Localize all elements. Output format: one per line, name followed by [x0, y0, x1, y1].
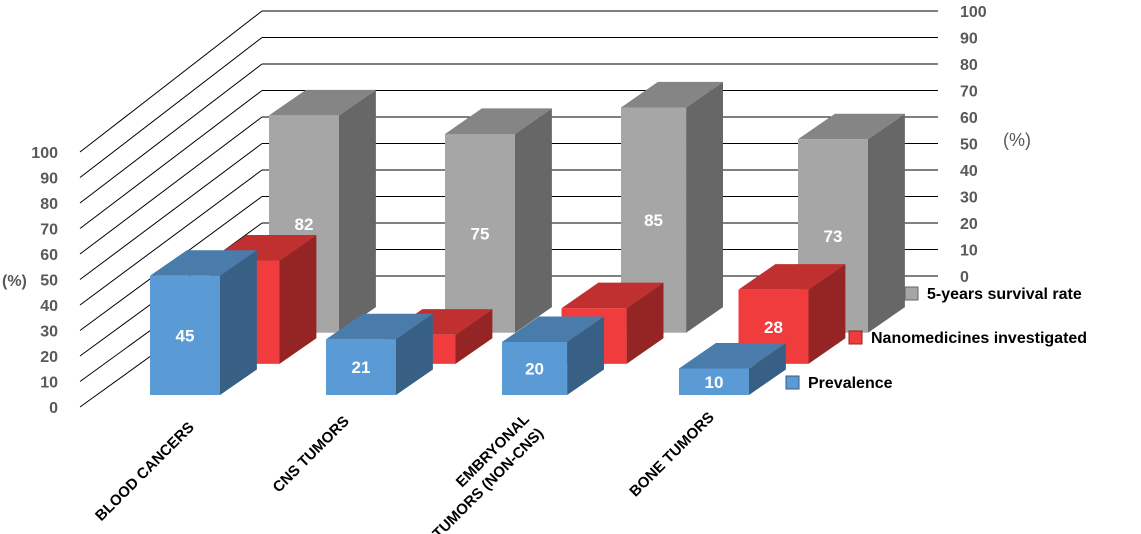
bar: 28: [738, 264, 846, 364]
side-gridline: [79, 169, 263, 306]
bar-side: [808, 264, 846, 364]
bar-value-label: 20: [525, 360, 544, 379]
right-tick-label: 40: [960, 163, 978, 180]
legend-swatch: [904, 286, 919, 301]
bar-top: [738, 264, 846, 290]
right-tick-label: 10: [960, 243, 978, 260]
right-tick-label: 50: [960, 137, 978, 154]
right-tick-label: 30: [960, 190, 978, 207]
legend-label: Nanomedicines investigated: [871, 330, 1087, 347]
category-label-line: CNS TUMORS: [270, 413, 353, 496]
bar-top: [150, 250, 257, 276]
left-tick-label: 40: [40, 298, 58, 315]
right-tick-label: 90: [960, 31, 978, 48]
right-tick-label: 20: [960, 216, 978, 233]
side-gridline: [79, 90, 263, 229]
bar-top: [445, 108, 552, 134]
left-tick-label: 10: [40, 375, 58, 392]
bar-side: [686, 81, 723, 333]
right-tick-label: 100: [960, 4, 987, 21]
bar-top: [798, 113, 905, 140]
bar-side: [567, 316, 604, 395]
side-gridline: [79, 63, 263, 204]
bar-value-label: 45: [176, 326, 195, 345]
bar-side: [749, 342, 786, 395]
right-tick-label: 70: [960, 84, 978, 101]
legend-label: 5-years survival rate: [927, 286, 1082, 303]
bar: 20: [502, 316, 604, 395]
bar-top: [502, 316, 604, 342]
side-gridline: [79, 10, 263, 153]
category-label: EMBRYONALTUMORS (NON-CNS): [415, 411, 547, 534]
left-tick-label: 0: [49, 400, 58, 417]
right-axis-label: (%): [1003, 130, 1031, 150]
bar-value-label: 10: [705, 373, 724, 392]
bar-top: [269, 89, 376, 116]
legend-swatch: [785, 375, 800, 390]
right-tick-label: 60: [960, 110, 978, 127]
left-tick-label: 80: [40, 196, 58, 213]
bar-side: [868, 113, 905, 333]
bar-side: [396, 313, 433, 395]
left-tick-label: 50: [40, 273, 58, 290]
bar-value-label: 21: [352, 358, 371, 377]
bar-side: [220, 250, 257, 395]
category-label: BONE TUMORS: [626, 409, 718, 501]
bar-value-label: 82: [295, 215, 314, 234]
category-label-line: BONE TUMORS: [626, 409, 718, 501]
side-gridline: [79, 37, 263, 178]
left-tick-label: 60: [40, 247, 58, 264]
bar: 21: [326, 313, 433, 395]
legend-item: 5-years survival rate: [904, 286, 1082, 303]
bar-top: [326, 313, 433, 340]
left-axis-label: (%): [2, 273, 27, 290]
side-gridline: [79, 143, 263, 280]
legend-swatch: [848, 330, 863, 345]
legend-item: Nanomedicines investigated: [848, 330, 1087, 347]
category-labels: BLOOD CANCERS CNS TUMORS EMBRYONALTUMORS (…: [92, 409, 718, 534]
bar-value-label: 73: [824, 227, 843, 246]
left-tick-label: 70: [40, 222, 58, 239]
category-label-line: TUMORS (NON-CNS): [429, 425, 546, 534]
legend: 5-years survival rate Nanomedicines inves…: [785, 286, 1087, 392]
bar-side: [279, 234, 317, 364]
bar-value-label: 28: [764, 318, 783, 337]
right-tick-label: 0: [960, 269, 969, 286]
bar: 10: [679, 342, 786, 395]
side-gridline: [79, 116, 263, 255]
left-tick-label: 20: [40, 349, 58, 366]
bar-side: [515, 108, 552, 333]
category-label: BLOOD CANCERS: [92, 419, 198, 525]
legend-label: Prevalence: [808, 375, 893, 392]
bar: 85: [621, 81, 723, 333]
bar-front: [150, 275, 220, 395]
tick-layer: 0 10 20 30 40 50 60 70 80 90 100 0 10 20 30 40 50 60 70 80 9…: [2, 4, 1031, 417]
bar-front: [326, 339, 396, 395]
bar-layer: 827585733911212845212010: [150, 81, 905, 395]
bar-front: [502, 342, 568, 395]
category-label-line: BLOOD CANCERS: [92, 419, 198, 525]
bar-side: [626, 282, 664, 364]
right-tick-label: 80: [960, 57, 978, 74]
left-tick-label: 30: [40, 324, 58, 341]
bar: 45: [150, 250, 257, 395]
category-label: CNS TUMORS: [270, 413, 353, 496]
bar-value-label: 75: [471, 224, 490, 243]
legend-item: Prevalence: [785, 375, 893, 392]
left-tick-label: 90: [40, 171, 58, 188]
bar-top: [561, 282, 664, 309]
bar-front: [445, 133, 515, 333]
bar-value-label: 85: [644, 211, 663, 230]
bar-top: [621, 81, 723, 108]
left-tick-label: 100: [31, 145, 58, 162]
bar-top: [679, 342, 786, 369]
bar-side: [455, 309, 493, 364]
bar-front: [679, 368, 749, 395]
bar-side: [339, 89, 376, 333]
bar: 75: [445, 108, 552, 333]
